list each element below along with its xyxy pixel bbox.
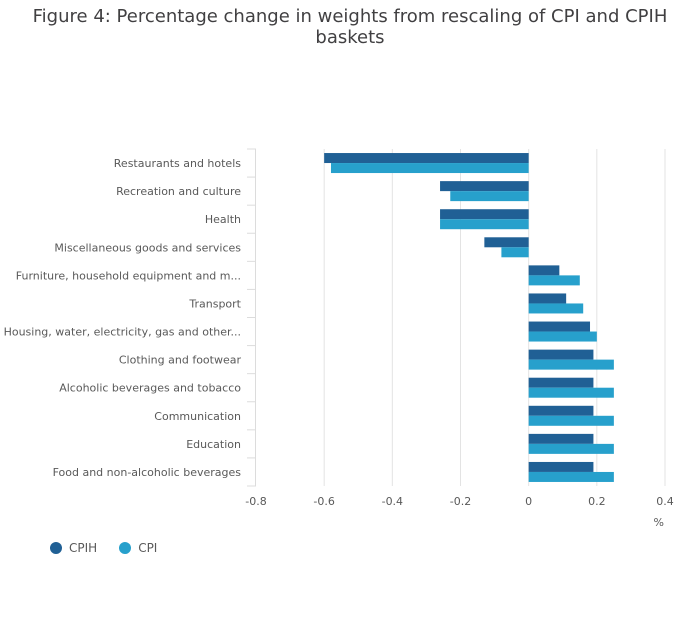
x-tick-labels: -0.8 -0.6 -0.4 -0.2 0 0.2 0.4: [245, 495, 673, 508]
bar-cpih[interactable]: [528, 433, 594, 444]
category-label: Recreation and culture: [116, 185, 241, 198]
category-ticks: [247, 148, 256, 487]
bar-cpih[interactable]: [440, 209, 529, 220]
bar-cpih[interactable]: [528, 265, 560, 276]
category-label: Education: [186, 438, 241, 451]
x-tick-label: 0.2: [588, 495, 606, 508]
legend-label-cpi: CPI: [138, 541, 158, 555]
category-label: Miscellaneous goods and services: [54, 241, 241, 254]
bars: [324, 153, 614, 482]
bar-cpih[interactable]: [440, 181, 529, 192]
x-tick-label: -0.4: [382, 495, 403, 508]
legend-item-cpih[interactable]: CPIH: [50, 541, 97, 555]
bar-cpi[interactable]: [330, 163, 529, 174]
category-labels: Restaurants and hotels Recreation and cul…: [4, 157, 242, 479]
bar-cpih[interactable]: [528, 349, 594, 360]
bar-cpi[interactable]: [528, 443, 614, 454]
category-label: Health: [205, 213, 241, 226]
legend-swatch-cpi: [119, 542, 132, 554]
legend-swatch-cpih: [50, 542, 62, 554]
bar-cpi[interactable]: [440, 219, 529, 230]
x-tick-label: -0.2: [450, 495, 471, 508]
bar-cpih[interactable]: [528, 377, 594, 388]
category-label: Restaurants and hotels: [114, 157, 241, 170]
x-tick-label: -0.8: [245, 495, 266, 508]
bar-cpih[interactable]: [484, 237, 529, 248]
bar-cpih[interactable]: [528, 405, 594, 416]
category-label: Communication: [154, 410, 241, 423]
bar-cpi[interactable]: [450, 191, 529, 202]
x-axis-label: %: [654, 516, 664, 529]
bar-cpi[interactable]: [528, 471, 614, 482]
bar-cpih[interactable]: [528, 321, 591, 332]
bar-cpi[interactable]: [528, 359, 614, 370]
bar-cpih[interactable]: [324, 153, 529, 164]
category-label: Alcoholic beverages and tobacco: [59, 382, 241, 395]
category-label: Food and non-alcoholic beverages: [53, 466, 242, 479]
legend-label-cpih: CPIH: [69, 541, 98, 555]
chart-title: Figure 4: Percentage change in weights f…: [32, 6, 668, 48]
x-tick-label: -0.6: [313, 495, 334, 508]
category-label: Furniture, household equipment and m...: [16, 269, 241, 282]
gridlines: [323, 149, 666, 486]
bar-cpi[interactable]: [528, 415, 614, 426]
bar-cpi[interactable]: [528, 303, 584, 314]
x-tick-label: 0.4: [656, 495, 674, 508]
bar-cpi[interactable]: [501, 247, 529, 258]
bar-cpih[interactable]: [528, 293, 567, 304]
bar-cpi[interactable]: [528, 387, 614, 398]
bar-cpi[interactable]: [528, 275, 580, 286]
bar-cpi[interactable]: [528, 331, 597, 342]
category-label: Housing, water, electricity, gas and oth…: [4, 326, 241, 339]
legend-item-cpi[interactable]: CPI: [119, 541, 157, 555]
x-tick-label: 0: [525, 495, 532, 508]
bar-cpih[interactable]: [528, 461, 594, 472]
legend: CPIH CPI: [50, 541, 157, 555]
category-label: Transport: [188, 297, 241, 310]
category-label: Clothing and footwear: [119, 354, 242, 367]
